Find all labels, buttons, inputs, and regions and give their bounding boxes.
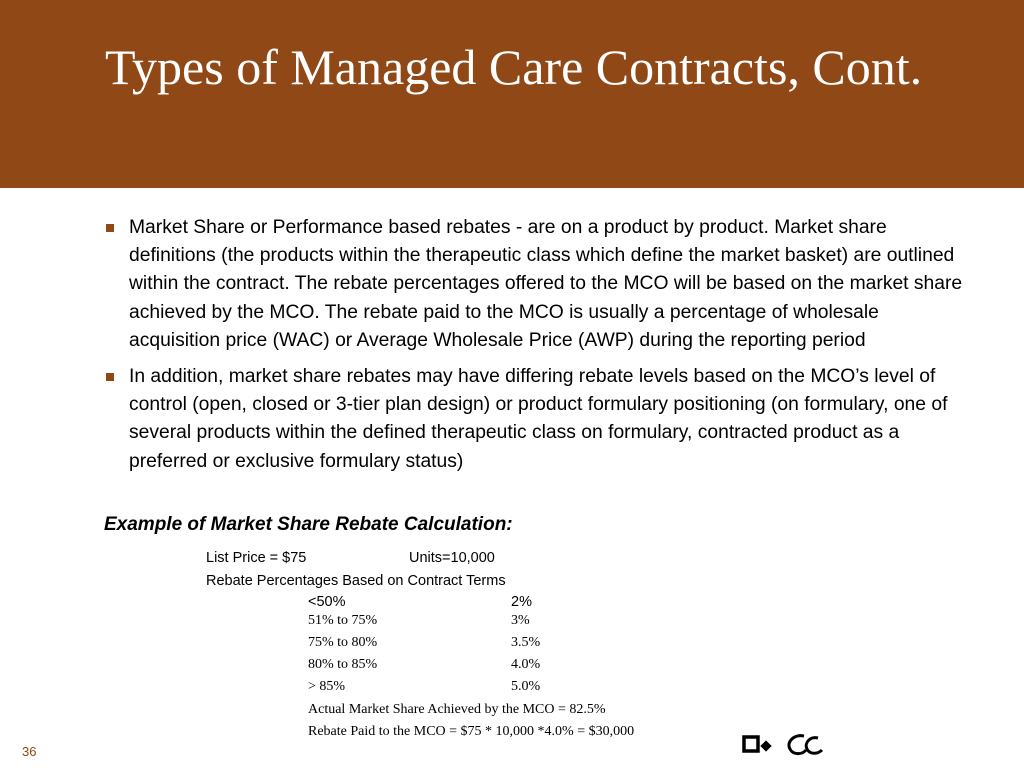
tier-range: 75% to 80% xyxy=(308,635,378,650)
actual-market-share: Actual Market Share Achieved by the MCO … xyxy=(308,702,606,717)
tier-rate: 4.0% xyxy=(511,657,541,672)
bullet-item: Market Share or Performance based rebate… xyxy=(104,214,974,355)
example-heading: Example of Market Share Rebate Calculati… xyxy=(104,514,513,535)
rebate-terms-label: Rebate Percentages Based on Contract Ter… xyxy=(206,573,506,589)
rebate-paid: Rebate Paid to the MCO = $75 * 10,000 *4… xyxy=(308,724,635,739)
tier-rate: 3% xyxy=(511,613,530,628)
title-banner: Types of Managed Care Contracts, Cont. xyxy=(0,0,1024,188)
slide-title: Types of Managed Care Contracts, Cont. xyxy=(105,39,923,95)
bullet-list: Market Share or Performance based rebate… xyxy=(104,214,974,484)
tier-rate: 2% xyxy=(511,594,532,610)
tier-rate: 3.5% xyxy=(511,635,541,650)
square-bullet-icon xyxy=(106,373,114,382)
page-number: 36 xyxy=(22,744,37,759)
list-price: List Price = $75 xyxy=(206,550,307,566)
tier-range: <50% xyxy=(308,594,346,610)
tier-range: 51% to 75% xyxy=(308,613,378,628)
bullet-item: In addition, market share rebates may ha… xyxy=(104,363,974,476)
square-bullet-icon xyxy=(106,224,114,232)
tier-range: > 85% xyxy=(308,679,346,694)
pwc-logo-icon xyxy=(742,734,824,756)
bullet-text: In addition, market share rebates may ha… xyxy=(129,366,948,472)
units: Units=10,000 xyxy=(409,550,495,566)
tier-range: 80% to 85% xyxy=(308,657,378,672)
tier-rate: 5.0% xyxy=(511,679,541,694)
bullet-text: Market Share or Performance based rebate… xyxy=(129,217,963,351)
